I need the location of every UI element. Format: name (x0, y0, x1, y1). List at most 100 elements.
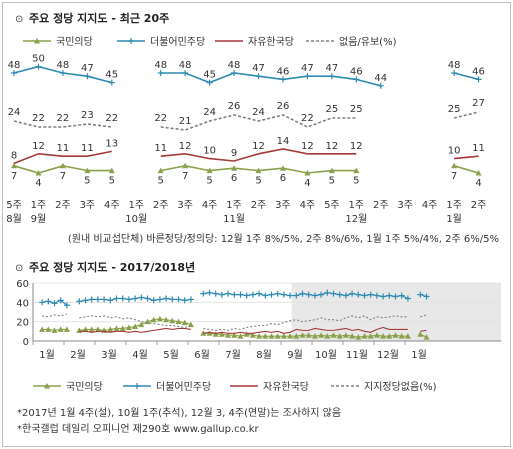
chart1-series-3-label-0: 24 (8, 107, 21, 118)
chart2-series-1-point-16 (144, 295, 151, 302)
chart1-series-2-line-0 (13, 150, 112, 165)
chart2-series-0-point-35 (268, 333, 275, 339)
chart2-series-0-point-43 (318, 332, 325, 338)
chart1-series-0-point-0 (11, 162, 17, 169)
chart2-series-1-point-21 (175, 296, 182, 303)
chart2-series-1-point-50 (361, 292, 368, 299)
chart2-series-3-line-2 (203, 315, 408, 331)
chart1-series-1-label-6: 48 (154, 60, 167, 71)
chart1-series-1-point-15 (377, 82, 384, 89)
chart1-series-0-point-10 (255, 167, 262, 174)
chart2-series-0-point-51 (367, 333, 374, 339)
chart2-series-1-point-56 (398, 292, 405, 299)
chart2-ytick-3: 60 (16, 279, 29, 290)
chart2-series-1-point-51 (367, 291, 374, 298)
chart1-series-3-line-0 (13, 120, 112, 128)
chart2-series-0-point-40 (299, 332, 306, 338)
chart2-series-1-point-5 (76, 298, 83, 305)
chart1-series-1-label-8: 45 (203, 70, 216, 81)
chart1-xtick-week-3: 3주 (80, 200, 96, 211)
chart2-month-label-12: 1월 (411, 349, 427, 361)
chart1-series-2-label-18: 10 (448, 146, 461, 157)
chart2-series-1-point-1 (45, 298, 52, 305)
chart2-series-0-point-25 (206, 330, 213, 336)
chart2-month-label-9: 10월 (315, 349, 337, 361)
chart1-series-3-label-7: 21 (179, 116, 192, 127)
chart2-series-1-point-46 (336, 291, 343, 298)
chart1-series-0-point-8 (206, 167, 213, 174)
title-bullet-icon: ⊙ (15, 14, 23, 25)
chart2-series-0-line-2 (203, 332, 408, 338)
chart1-xtick-week-9: 1주 (226, 200, 242, 211)
chart2-series-1-point-12 (119, 295, 126, 302)
chart2-series-0-point-27 (218, 331, 225, 337)
chart1-series-1-point-9 (231, 70, 238, 76)
chart1-series-1-label-0: 48 (8, 60, 21, 71)
chart2-series-0-point-54 (386, 333, 393, 339)
chart2-series-0-point-41 (305, 332, 312, 338)
chart1-series-3-label-19: 27 (472, 98, 485, 109)
legend2-item-1-marker (134, 383, 140, 389)
chart2-title: 주요 정당 지지도 - 2017/2018년 (29, 260, 195, 274)
chart2-series-0-point-50 (361, 333, 368, 339)
chart2-series-0-point-53 (380, 333, 387, 339)
chart2-series-1-point-53 (380, 293, 387, 300)
chart2-series-1-point-58 (417, 291, 424, 298)
chart2-series-0-point-57 (404, 333, 411, 339)
chart2-series-0-point-18 (156, 315, 163, 322)
chart1-xtick-week-8: 4주 (202, 200, 218, 211)
chart1-series-0-point-13 (328, 167, 335, 174)
chart2-series-1-point-11 (113, 295, 120, 302)
chart2-series-0-point-29 (231, 332, 238, 338)
chart1-series-0-point-14 (353, 167, 360, 174)
chart2-series-0-point-15 (138, 321, 145, 328)
chart2-series-1-point-35 (268, 291, 275, 298)
chart1-xtick-week-6: 2주 (153, 200, 169, 211)
chart1-series-3-label-12: 22 (301, 113, 314, 124)
chart1-series-1-label-7: 48 (179, 60, 192, 71)
chart1-series-1-label-3: 47 (81, 63, 94, 74)
chart1-series-3-label-8: 24 (203, 107, 216, 118)
chart2-series-1-point-14 (132, 295, 139, 302)
chart1-xtick-week-14: 1주 (349, 200, 365, 211)
chart2-series-1-point-55 (392, 293, 399, 300)
legend1-label-1: 더불어민주당 (150, 36, 205, 48)
chart2-month-label-1: 2월 (70, 349, 86, 361)
chart1-series-3-label-6: 22 (154, 113, 167, 124)
chart2-series-3-line-1 (79, 315, 192, 329)
chart1-series-1-point-0 (11, 70, 17, 76)
chart2-series-0-point-38 (287, 333, 294, 339)
chart2-series-0-point-22 (181, 319, 188, 326)
chart2-month-label-7: 8월 (256, 349, 272, 361)
chart1-series-0-label-4: 5 (109, 176, 115, 187)
chart1-series-3-label-11: 26 (277, 101, 290, 112)
chart1-series-0-label-1: 4 (35, 178, 41, 189)
chart1-series-1-point-1 (35, 63, 42, 70)
chart1-series-2-label-19: 11 (472, 143, 485, 154)
chart1-series-0-label-14: 5 (353, 176, 359, 187)
chart2-series-0-point-10 (107, 326, 114, 332)
chart2-series-1-point-23 (187, 296, 194, 303)
chart2-series-1-point-31 (243, 292, 250, 299)
chart2-series-0-point-48 (349, 333, 356, 339)
footnote-0: *2017년 1월 4주(설), 10월 1주(추석), 12월 3, 4주(연… (17, 406, 341, 419)
chart1-xtick-week-16: 3주 (397, 200, 413, 211)
legend1-label-2: 자유한국당 (248, 36, 294, 48)
chart1-series-0-label-18: 7 (451, 171, 457, 182)
chart2-series-0-point-32 (249, 332, 256, 338)
chart1-series-1-label-12: 47 (301, 63, 314, 74)
chart1-series-3 (13, 111, 479, 131)
chart1-series-2-label-13: 12 (325, 141, 338, 152)
chart2-series-0-point-49 (355, 334, 362, 340)
chart2-month-label-2: 3월 (101, 349, 117, 361)
chart1-series-1-label-1: 50 (32, 54, 45, 65)
chart1-series-0-line-2 (453, 165, 479, 174)
legend2-label-2: 자유한국당 (263, 381, 309, 393)
chart2-series-0-point-19 (163, 316, 170, 323)
chart2-month-label-10: 11월 (346, 349, 368, 361)
chart1-series-1-point-10 (255, 73, 262, 80)
chart2-series-1-point-37 (280, 291, 287, 298)
chart1-series-3-label-9: 26 (228, 101, 241, 112)
chart1-xtick-month-5: 10월 (125, 213, 147, 225)
